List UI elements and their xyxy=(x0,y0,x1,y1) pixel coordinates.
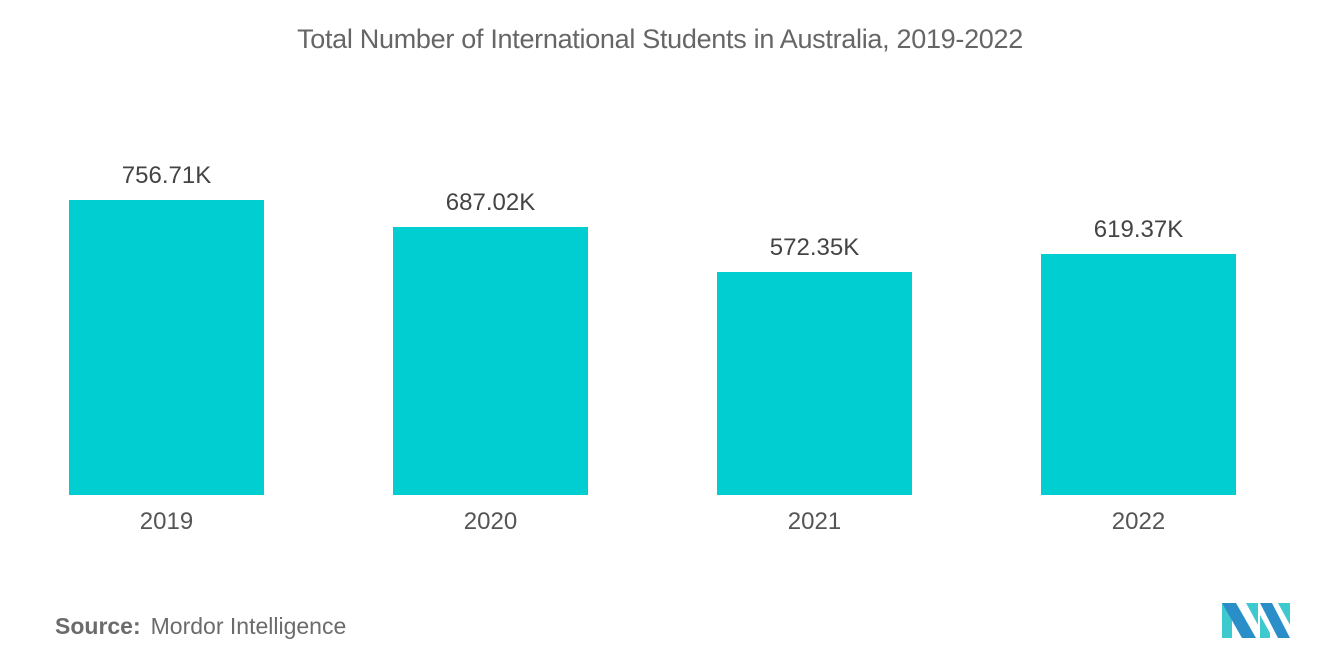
source-value: Mordor Intelligence xyxy=(150,613,347,639)
bar-2020 xyxy=(393,227,588,495)
bar-2021 xyxy=(717,272,912,495)
data-label: 756.71K xyxy=(121,162,212,189)
x-axis-label: 2019 xyxy=(139,508,194,535)
mordor-intelligence-logo-icon xyxy=(1222,603,1290,638)
data-label: 572.35K xyxy=(769,234,860,261)
data-label: 687.02K xyxy=(445,189,536,216)
x-axis-label: 2020 xyxy=(463,508,518,535)
chart-title: Total Number of International Students i… xyxy=(297,24,1023,54)
source-note: Source: Mordor Intelligence xyxy=(55,613,346,640)
x-axis-label: 2021 xyxy=(787,508,842,535)
data-label: 619.37K xyxy=(1093,216,1184,243)
x-axis-label: 2022 xyxy=(1111,508,1166,535)
bar-2019 xyxy=(69,200,264,495)
bar-2022 xyxy=(1041,254,1236,495)
source-label: Source: xyxy=(55,613,141,639)
